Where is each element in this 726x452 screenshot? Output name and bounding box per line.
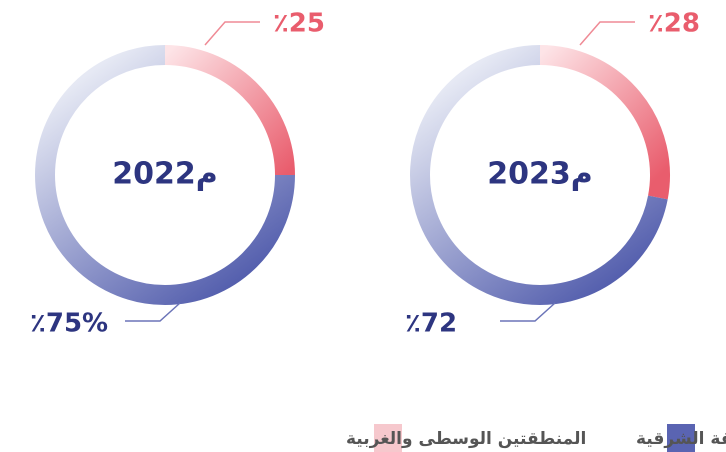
donut-segment <box>410 45 668 305</box>
legend-label: المنطقة الشرقية <box>636 429 726 449</box>
donut-segment <box>35 45 295 305</box>
legend-swatch <box>374 424 402 452</box>
center-title: 2023م <box>487 157 593 192</box>
value-label: ٪75% <box>30 309 108 339</box>
legend-swatch <box>667 424 695 452</box>
leader-line <box>500 302 556 322</box>
center-title: 2022م <box>112 157 218 192</box>
leader-line <box>579 21 635 46</box>
value-label: ٪72 <box>405 309 457 339</box>
leader-line <box>125 302 181 322</box>
value-label: ٪28 <box>648 9 700 39</box>
donut-segment <box>539 45 670 200</box>
value-label: ٪25 <box>273 9 325 39</box>
leader-line <box>204 21 260 46</box>
donut-segment <box>164 45 295 176</box>
legend-label: المنطقتين الوسطى والغربية <box>346 429 586 449</box>
